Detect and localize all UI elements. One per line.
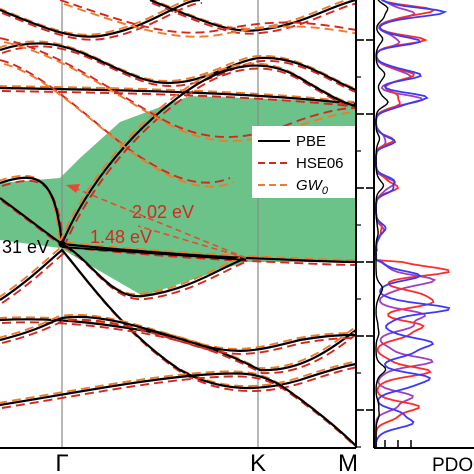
legend-label-hse: HSE06 [296,155,344,172]
tick-label-m: M [338,450,358,474]
hse06-band-6 [1,200,356,266]
legend: PBE HSE06 GW0 [252,126,356,198]
pbe-band-10 [0,315,356,352]
gap-label-pbe: 31 eV [2,237,49,257]
hse06-band-5 [1,2,203,41]
gap-arrow-gw [137,225,247,259]
tick-label-k: K [250,450,266,474]
legend-label-gw: GW0 [296,177,329,197]
hse06-band-0 [1,90,356,108]
hse06-band-1 [1,45,356,94]
gw0-band-10 [0,313,355,350]
gamma-point-marker [58,240,66,248]
hse06-band-8 [1,251,356,392]
legend-label-gw-sub: 0 [322,185,329,197]
gap-arrows [58,184,247,261]
pbe-band-5 [0,0,201,38]
y-axis-ticks [356,39,374,448]
pdos-curve-3 [375,0,437,448]
gw0-band-11 [0,370,355,445]
hse06-band-10 [1,318,356,355]
pbe-band-1 [0,42,356,92]
gw0-upper-band-2 [3,63,235,188]
legend-label-gw-main: GW [296,177,324,194]
pdos-axis-label: PDO [432,455,473,474]
tick-label-gamma: Γ [55,450,68,474]
hse06-upper-band-1 [59,0,356,34]
pbe-band-3 [60,64,356,245]
gap-label-gw: 1.48 eV [90,227,152,247]
pbe-band-8 [0,248,356,390]
pdos-curves [375,0,451,448]
legend-label-pbe: PBE [296,133,326,150]
pbe-gap-line [61,246,247,261]
gap-label-hse: 2.02 eV [132,202,194,222]
gw0-upper-band-1 [63,3,356,38]
hse06-upper-band-0 [0,37,356,138]
pbe-band-6 [0,197,356,264]
pbe-band-4 [149,0,356,32]
hse06-band-11 [1,375,356,448]
gap-arrow-hse-head [66,184,80,193]
gw0-band-0 [0,85,355,103]
hse06-upper-band-2 [0,59,231,184]
pbe-band-9 [0,318,356,372]
pdos-curve-1 [375,0,450,448]
pbe-band-7 [61,243,247,298]
pbe-band-11 [0,372,356,447]
pdos-curve-2 [375,0,451,448]
gap-arrow-hse [71,186,247,259]
hse06-band-4 [151,2,356,35]
band-lines [0,0,356,448]
pdos-curve-0 [375,0,389,448]
gw0-upper-band-0 [3,41,356,142]
pbe-band-2 [0,176,64,245]
hse06-band-9 [1,321,356,374]
